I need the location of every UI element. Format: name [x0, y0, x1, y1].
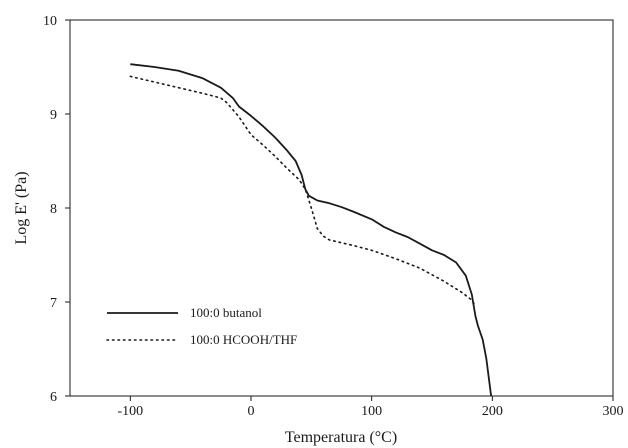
x-tick-label: 100 — [361, 404, 382, 419]
legend-label-hcooh-thf: 100:0 HCOOH/THF — [190, 332, 297, 347]
y-tick-label: 6 — [50, 390, 57, 405]
x-tick-label: 200 — [482, 404, 503, 419]
x-tick-label: -100 — [117, 404, 143, 419]
x-tick-label: 0 — [248, 404, 255, 419]
series-line-butanol — [130, 63, 493, 397]
y-tick-label: 9 — [50, 108, 57, 123]
legend-label-butanol: 100:0 butanol — [190, 305, 262, 320]
y-tick-label: 8 — [50, 202, 57, 217]
x-axis-label: Temperatura (°C) — [285, 429, 397, 446]
legend: 100:0 butanol 100:0 HCOOH/THF — [106, 305, 297, 347]
x-axis-ticks: -100 0 100 200 300 — [117, 396, 624, 419]
x-tick-label: 300 — [603, 404, 624, 419]
y-tick-label: 7 — [50, 296, 57, 311]
series-layer — [129, 63, 493, 397]
series-line-hcooh-thf — [129, 75, 476, 305]
y-axis-label: Log E' (Pa) — [13, 171, 30, 244]
y-axis-ticks: 6 7 8 9 10 — [43, 14, 70, 405]
y-tick-label: 10 — [43, 14, 57, 29]
